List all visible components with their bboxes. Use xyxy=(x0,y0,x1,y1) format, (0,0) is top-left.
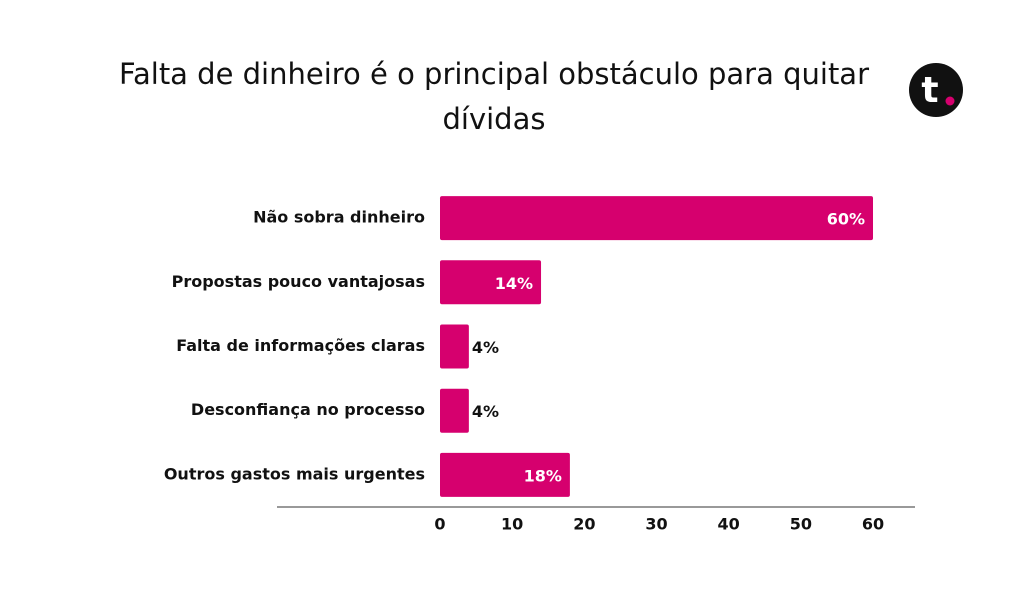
category-label: Outros gastos mais urgentes xyxy=(164,464,425,483)
category-label: Desconfiança no processo xyxy=(191,400,425,419)
category-label: Não sobra dinheiro xyxy=(253,208,425,227)
x-tick-label: 60 xyxy=(862,515,884,534)
bar xyxy=(440,324,469,369)
value-label: 60% xyxy=(827,210,865,229)
chart-title: dívidas xyxy=(443,102,546,136)
logo-dot xyxy=(945,96,955,106)
chart-title: Falta de dinheiro é o principal obstácul… xyxy=(119,57,869,91)
bar xyxy=(440,452,570,497)
category-label: Falta de informações claras xyxy=(176,336,425,355)
x-tick-label: 30 xyxy=(645,515,667,534)
value-label: 18% xyxy=(524,466,562,485)
x-tick-label: 20 xyxy=(573,515,595,534)
bar xyxy=(440,196,873,241)
x-tick-label: 10 xyxy=(501,515,523,534)
value-label: 14% xyxy=(495,274,533,293)
logo-text: t xyxy=(921,70,938,111)
category-label: Propostas pouco vantajosas xyxy=(172,272,425,291)
value-label: 4% xyxy=(472,402,499,421)
x-tick-label: 50 xyxy=(790,515,812,534)
value-label: 4% xyxy=(472,338,499,357)
x-tick-label: 40 xyxy=(718,515,740,534)
bar xyxy=(440,260,542,305)
logo: t xyxy=(909,63,963,117)
x-tick-label: 0 xyxy=(434,515,445,534)
bar xyxy=(440,388,469,433)
